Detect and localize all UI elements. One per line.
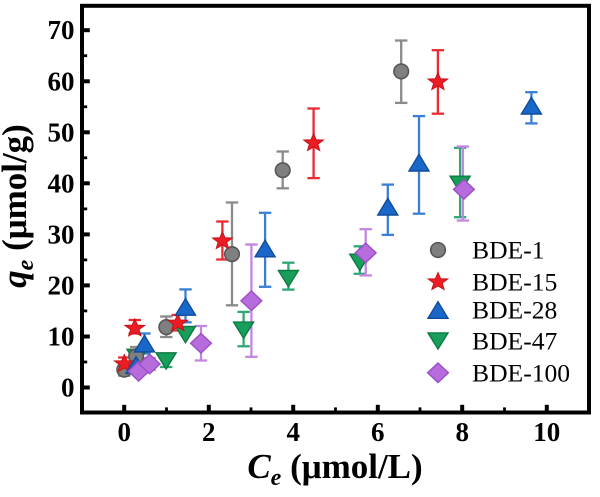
svg-text:2: 2 [202,417,216,447]
svg-text:10: 10 [533,417,560,447]
svg-text:BDE-28: BDE-28 [472,296,557,325]
svg-text:BDE-15: BDE-15 [472,267,557,296]
svg-text:30: 30 [48,219,75,249]
svg-text:10: 10 [48,322,75,352]
svg-text:8: 8 [455,417,469,447]
svg-text:0: 0 [61,373,75,403]
svg-text:0: 0 [117,417,131,447]
svg-text:BDE-100: BDE-100 [472,358,570,387]
svg-text:qe (μmol/g): qe (μmol/g) [0,124,39,288]
svg-text:20: 20 [48,270,75,300]
svg-text:4: 4 [286,417,300,447]
svg-text:BDE-1: BDE-1 [472,236,545,265]
svg-text:Ce (μmol/L): Ce (μmol/L) [247,447,422,491]
svg-text:60: 60 [48,66,75,96]
svg-text:50: 50 [48,117,75,147]
svg-text:40: 40 [48,168,75,198]
svg-text:6: 6 [371,417,385,447]
svg-text:BDE-47: BDE-47 [472,327,558,356]
svg-text:70: 70 [48,15,75,45]
